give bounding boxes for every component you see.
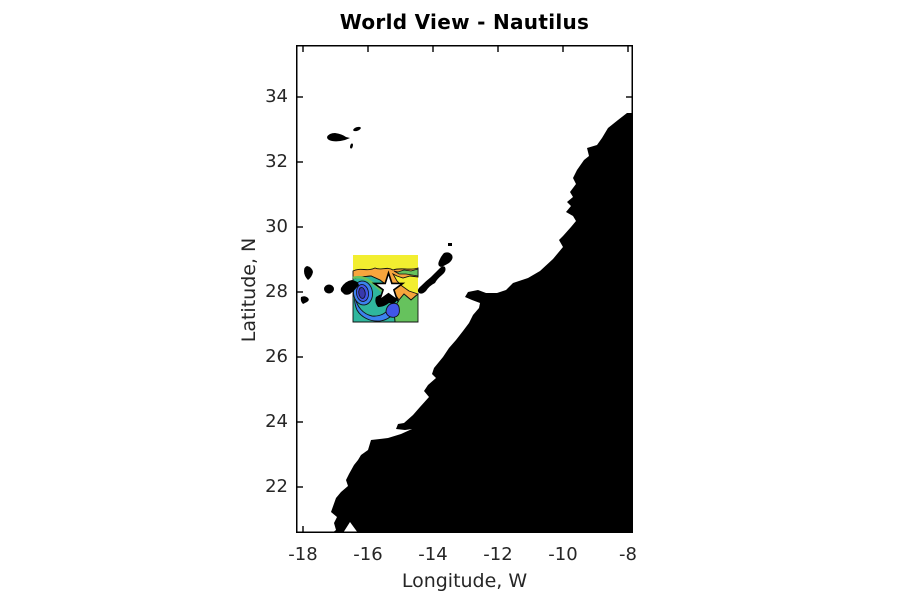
porto-santo-island xyxy=(353,126,361,132)
x-tick-label-n16: -16 xyxy=(353,544,383,565)
contour-band-green-swirl xyxy=(352,275,387,296)
madeira-island xyxy=(327,133,350,142)
fuerteventura-island xyxy=(417,266,446,294)
y-tick-label-34: 34 xyxy=(265,86,288,107)
nautilus-star-marker xyxy=(371,270,406,303)
african-landmass xyxy=(331,113,633,533)
y-tick-label-22: 22 xyxy=(265,476,288,497)
x-tick-label-n8: -8 xyxy=(619,544,637,565)
y-tick-label-32: 32 xyxy=(265,151,288,172)
y-tick-label-28: 28 xyxy=(265,281,288,302)
alegranza-islet xyxy=(448,243,452,246)
x-axis-label: Longitude, W xyxy=(401,570,528,592)
y-tick-label-30: 30 xyxy=(265,216,288,237)
map-plot-area xyxy=(296,45,633,533)
tenerife-island xyxy=(340,280,359,295)
x-tick-label-n12: -12 xyxy=(483,544,513,565)
desertas-island xyxy=(350,143,353,149)
lanzarote-island xyxy=(438,252,453,267)
x-tick-label-n18: -18 xyxy=(288,544,318,565)
la-gomera-island xyxy=(324,284,334,294)
axes-box xyxy=(296,45,633,533)
x-tick-label-n14: -14 xyxy=(418,544,448,565)
plot-title: World View - Nautilus xyxy=(339,10,590,34)
contour-band-green-tongue xyxy=(393,268,419,277)
contour-band-royalblue-lower xyxy=(385,302,400,318)
y-tick-label-24: 24 xyxy=(265,411,288,432)
x-tick-label-n10: -10 xyxy=(548,544,578,565)
y-tick-label-26: 26 xyxy=(265,346,288,367)
la-palma-island xyxy=(304,266,313,280)
el-hierro-island xyxy=(300,296,309,304)
contour-band-navy-core xyxy=(358,287,366,299)
